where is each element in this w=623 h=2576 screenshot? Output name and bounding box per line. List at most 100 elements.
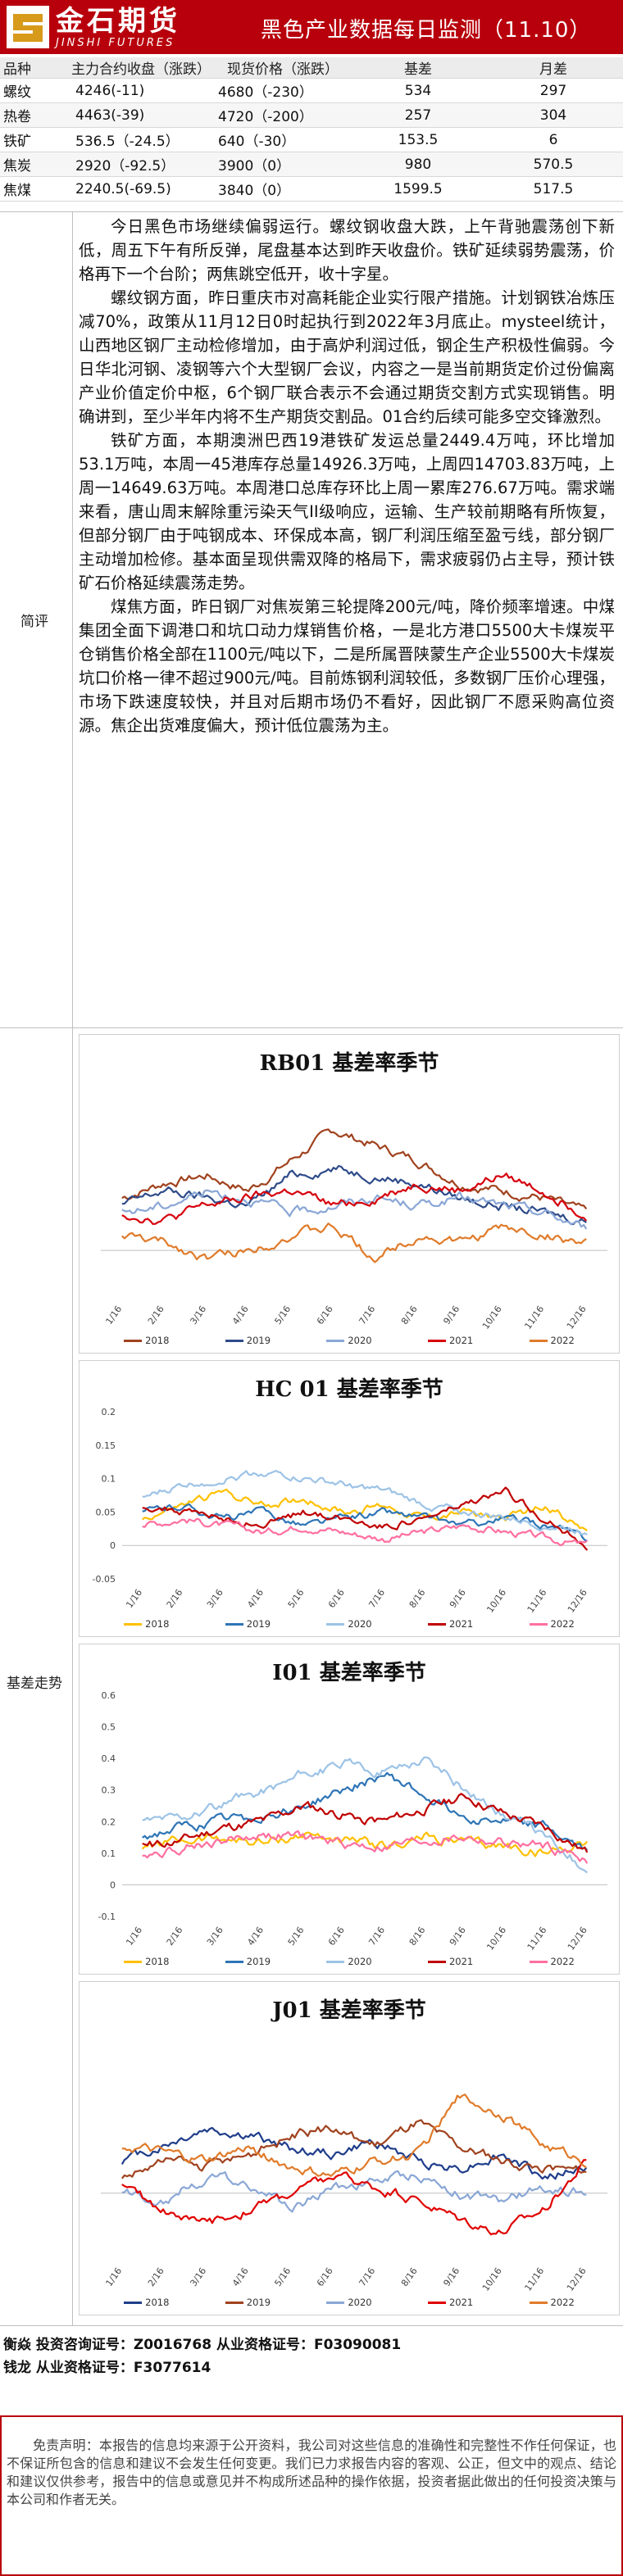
j01-basis-chart: J01 基差率季节 1/16 2/16 3/16 4/16 5/16 6/16 7/16 8/1…	[79, 1981, 620, 2315]
commentary-paragraph: 今日黑色市场继续偏弱运行。螺纹钢收盘大跌，上午背驰震荡创下新低，周五下午有所反弹…	[79, 217, 615, 283]
y-tick-label: 0	[110, 1880, 116, 1890]
y-tick-label: 0.2	[102, 1407, 116, 1417]
product-name: 热卷	[0, 102, 69, 128]
series-line-2018	[141, 1831, 589, 1857]
legend-item: 2020	[326, 1956, 372, 1967]
legend-label: 2022	[550, 1956, 575, 1967]
legend-label: 2019	[246, 1618, 271, 1630]
x-tick-label: 10/16	[480, 2265, 504, 2293]
x-tick-label: 9/16	[448, 1587, 468, 1610]
chart-plot: 1/16 2/16 3/16 4/16 5/16 6/16 7/16 8/16 9/16 10/1…	[101, 1128, 607, 1331]
x-tick-label: 2/16	[165, 1587, 185, 1610]
table-row: 焦炭 2920（-92.5） 3900（0） 980 570.5	[0, 152, 623, 177]
x-tick-label: 9/16	[441, 2265, 462, 2288]
company-logo: 金石期货 JINSHI FUTURES	[7, 6, 180, 49]
legend-label: 2019	[246, 2297, 271, 2308]
legend-label: 2020	[348, 1956, 372, 1967]
month-spread: 570.5	[484, 152, 623, 177]
col-header: 基差	[352, 57, 484, 79]
commentary-paragraph: 铁矿方面，本期澳洲巴西19港铁矿发运总量2449.4万吨，环比增加53.1万吨，…	[79, 431, 615, 592]
section-divider	[0, 1027, 623, 1028]
series-line-2020	[142, 1756, 589, 1874]
legend-label: 2022	[550, 1335, 575, 1346]
legend-label: 2021	[448, 2297, 474, 2308]
commentary-label: 简评	[20, 614, 48, 630]
x-tick-label: 8/16	[407, 1925, 428, 1948]
x-tick-label: 3/16	[205, 1925, 225, 1948]
legend-item: 2021	[427, 1335, 473, 1346]
legend-item: 2018	[124, 1618, 169, 1630]
price-table-header: 品种 主力合约收盘（涨跌） 现货价格（涨跌） 基差 月差	[0, 57, 623, 79]
analyst-line: 钱龙 从业资格证号：F3077614	[3, 2360, 211, 2376]
legend-label: 2020	[348, 1335, 372, 1346]
series-line-2019	[142, 1771, 589, 1852]
chart-title: I01 基差率季节	[272, 1661, 426, 1685]
col-header: 现货价格（涨跌）	[213, 57, 352, 79]
chart-title: J01 基差率季节	[272, 1998, 426, 2023]
legend-swatch	[225, 1339, 243, 1342]
legend-swatch	[225, 1622, 243, 1626]
x-tick-label: 1/16	[124, 1587, 144, 1610]
product-name: 铁矿	[0, 127, 69, 152]
x-tick-label: 6/16	[315, 1304, 335, 1327]
legend-swatch	[529, 1622, 548, 1626]
commentary-paragraph: 螺纹钢方面，昨日重庆市对高耗能企业实行限产措施。计划钢铁冶炼压减70%，政策从1…	[79, 288, 615, 426]
y-tick-label: 0.2	[102, 1816, 116, 1827]
x-tick-label: 1/16	[103, 1304, 124, 1327]
y-tick-label: -0.1	[98, 1912, 116, 1922]
x-tick-label: 4/16	[245, 1587, 266, 1610]
x-tick-label: 1/16	[103, 2265, 124, 2288]
legend-item: 2019	[225, 2297, 271, 2308]
legend-swatch	[326, 2301, 345, 2304]
legend-label: 2021	[448, 1618, 474, 1630]
x-tick-label: 8/16	[399, 1304, 420, 1327]
spot-price: 4680（-230）	[213, 78, 352, 103]
futures-close: 4463(-39)	[69, 102, 213, 128]
table-row: 螺纹 4246(-11) 4680（-230） 534 297	[0, 78, 623, 103]
x-tick-label: 11/16	[525, 1925, 549, 1952]
legend-item: 2020	[326, 1335, 372, 1346]
header-bar: 金石期货 JINSHI FUTURES 黑色产业数据每日监测（11.10）	[0, 0, 623, 54]
month-spread: 6	[484, 127, 623, 152]
legend-item: 2022	[529, 1618, 575, 1630]
x-tick-label: 8/16	[407, 1587, 428, 1610]
legend-item: 2020	[326, 1618, 372, 1630]
x-tick-label: 2/16	[146, 2265, 166, 2288]
hc01-basis-chart: HC 01 基差率季节 0.2 0.15 0.1 0.05 0 -0.05 1/16 2/16 3…	[79, 1360, 620, 1637]
x-tick-label: 7/16	[366, 1925, 387, 1948]
futures-close: 2920（-92.5）	[69, 152, 213, 177]
x-tick-label: 8/16	[399, 2265, 420, 2288]
series-line-2021	[121, 1172, 588, 1225]
x-tick-label: 9/16	[448, 1925, 468, 1948]
legend-item: 2022	[529, 2297, 575, 2308]
legend-item: 2020	[326, 2297, 372, 2308]
legend-label: 2018	[145, 1618, 170, 1630]
x-tick-label: 12/16	[566, 1925, 589, 1952]
chart-plot: 1/16 2/16 3/16 4/16 5/16 6/16 7/16 8/16 9/16 10/1…	[101, 2093, 607, 2293]
x-tick-label: 4/16	[230, 1304, 251, 1327]
series-line-2021	[121, 2159, 587, 2236]
x-tick-label: 1/16	[124, 1925, 144, 1948]
y-tick-label: 0.1	[102, 1474, 116, 1485]
x-tick-label: 11/16	[522, 1304, 546, 1331]
x-tick-label: 9/16	[441, 1304, 462, 1327]
spot-price: 640（-30）	[213, 127, 352, 152]
logo-mark-icon	[7, 6, 49, 48]
y-tick-label: -0.05	[93, 1574, 116, 1585]
legend-item: 2018	[124, 1956, 169, 1967]
logo-english-name: JINSHI FUTURES	[56, 36, 175, 49]
analyst-line: 衡焱 投资咨询证号：Z0016768 从业资格证号：F03090081	[3, 2337, 402, 2353]
x-tick-label: 10/16	[484, 1925, 508, 1952]
series-line-2019	[142, 1503, 588, 1542]
legend-label: 2020	[348, 1618, 372, 1630]
legend-swatch	[427, 2301, 446, 2304]
legend-item: 2019	[225, 1956, 271, 1967]
legend-label: 2018	[145, 1335, 170, 1346]
chart-legend: 2018 2019 2020 2021 2022	[80, 1956, 619, 1967]
legend-swatch	[124, 1622, 143, 1626]
x-tick-label: 11/16	[522, 2265, 546, 2293]
chart-legend: 2018 2019 2020 2021 2022	[80, 1618, 619, 1630]
x-tick-label: 3/16	[188, 1304, 208, 1327]
column-divider	[72, 211, 73, 2325]
table-row: 焦煤 2240.5(-69.5) 3840（0） 1599.5 517.5	[0, 176, 623, 202]
